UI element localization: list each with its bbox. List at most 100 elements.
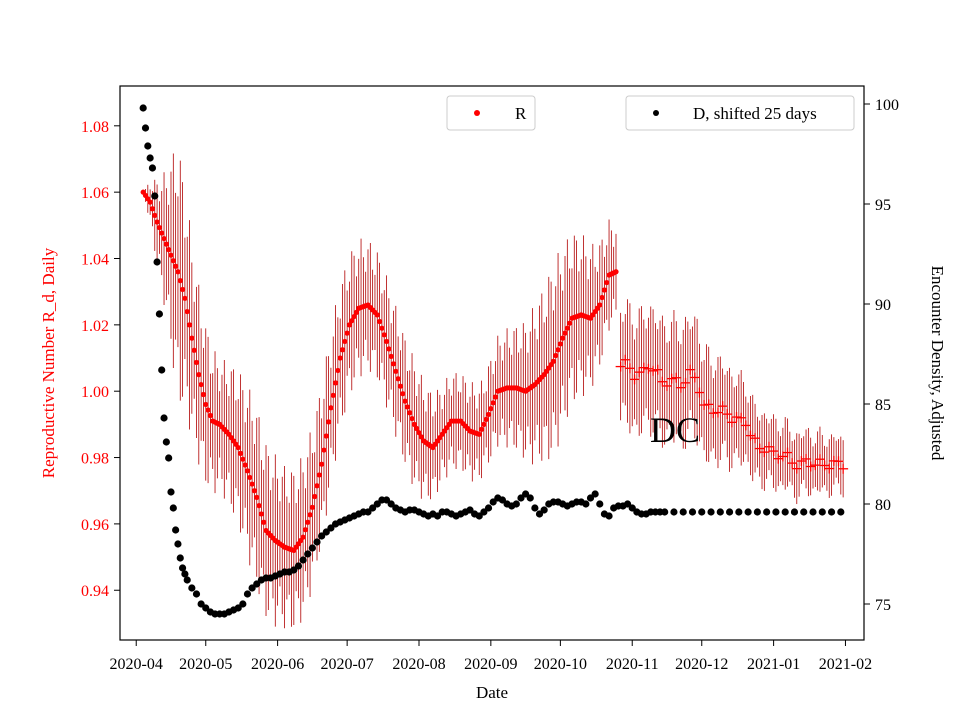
r-proj-point	[768, 446, 779, 457]
r-point	[154, 219, 160, 225]
r-proj-point	[726, 417, 737, 428]
x-tick-label: 2021-02	[819, 656, 872, 673]
r-point	[203, 401, 209, 408]
r-proj-point	[805, 461, 816, 472]
r-proj-point	[838, 463, 849, 474]
x-tick-label: 2020-04	[110, 656, 163, 673]
r-point	[374, 312, 380, 318]
r-proj-point	[675, 382, 686, 393]
data-points	[139, 104, 849, 618]
r-proj-point	[717, 401, 728, 412]
r-point	[256, 503, 262, 509]
r-proj-point	[759, 447, 770, 458]
r-proj-point	[722, 409, 733, 420]
r-proj-point	[638, 362, 649, 373]
r-point	[170, 258, 176, 264]
y-left-tick-label: 1.00	[81, 384, 109, 401]
r-proj-point	[763, 441, 774, 452]
r-point	[163, 241, 169, 247]
r-proj-point	[810, 460, 821, 471]
r-point	[161, 235, 167, 242]
d-point	[698, 508, 706, 516]
d-point	[763, 508, 771, 516]
r-point	[379, 325, 385, 331]
y-right-tick-label: 85	[875, 397, 891, 414]
r-point	[335, 367, 341, 374]
r-point	[393, 368, 399, 374]
d-point	[294, 562, 303, 570]
x-tick-label: 2020-08	[392, 656, 445, 673]
y-right-tick-label: 90	[875, 297, 891, 314]
y-left-tick-label: 1.02	[81, 318, 109, 335]
x-tick-label: 2020-09	[464, 656, 517, 673]
d-point	[174, 540, 182, 548]
r-point	[316, 472, 322, 478]
x-tick-label: 2020-06	[251, 656, 304, 673]
d-point	[158, 366, 166, 374]
d-point	[181, 570, 189, 578]
r-point	[409, 415, 415, 422]
r-proj-point	[703, 399, 714, 410]
r-proj-point	[801, 453, 812, 464]
d-point	[243, 590, 252, 598]
d-point	[591, 490, 599, 498]
d-point	[827, 508, 836, 516]
x-axis-label: Date	[476, 683, 508, 702]
r-point	[168, 252, 174, 258]
r-point	[599, 294, 605, 301]
annotation-dc: DC	[650, 410, 700, 450]
r-proj-point	[629, 374, 640, 385]
d-point	[670, 508, 678, 516]
r-proj-point	[694, 387, 705, 398]
y-left-tick-label: 1.06	[81, 185, 109, 202]
legend-d-marker	[653, 110, 659, 116]
r-point	[490, 400, 496, 406]
r-point	[353, 309, 360, 316]
r-point	[492, 394, 499, 400]
legend-r-box	[446, 95, 536, 131]
d-point	[148, 164, 157, 172]
r-point	[207, 412, 213, 419]
r-proj-point	[708, 408, 719, 419]
r-point	[555, 347, 561, 353]
r-point	[564, 325, 570, 331]
r-proj-point	[833, 456, 844, 467]
r-point	[560, 335, 566, 341]
d-point	[160, 414, 168, 422]
r-point	[314, 483, 320, 489]
x-tick-label: 2020-10	[534, 656, 587, 673]
d-point	[146, 154, 154, 162]
r-point	[179, 286, 186, 293]
r-point	[242, 462, 248, 468]
r-point	[247, 474, 253, 481]
legend-d-box	[625, 95, 855, 131]
r-proj-point	[680, 377, 691, 388]
r-point	[381, 332, 387, 338]
r-point	[147, 199, 153, 205]
r-proj-point	[648, 365, 659, 376]
error-bars	[145, 153, 844, 629]
r-proj-point	[624, 363, 635, 374]
d-point	[772, 508, 780, 516]
d-point	[735, 508, 743, 516]
axes: 2020-04 2020-05 2020-06 2020-07 2020-08 2020-…	[81, 97, 899, 673]
y-right-axis-label: Encounter Density, Adjusted	[928, 266, 947, 461]
r-point	[351, 313, 357, 320]
d-point	[308, 544, 316, 552]
y-left-tick-label: 0.96	[81, 517, 109, 534]
r-point	[386, 346, 392, 352]
d-point	[781, 508, 789, 516]
r-point	[261, 519, 267, 525]
r-proj-point	[666, 373, 677, 384]
legend-r-marker	[474, 110, 480, 116]
r-point	[376, 318, 383, 325]
y-right-tick-label: 95	[875, 197, 891, 214]
r-point	[152, 212, 158, 218]
r-point	[254, 494, 260, 500]
d-point	[596, 500, 604, 508]
r-proj-point	[643, 363, 654, 374]
r-point	[186, 322, 193, 328]
r-point	[305, 519, 311, 525]
